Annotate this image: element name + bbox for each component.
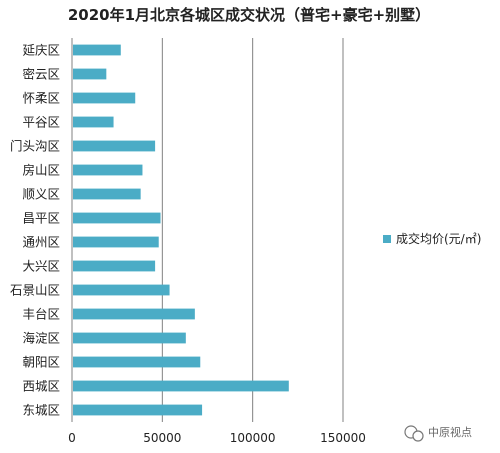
bar-1 — [73, 68, 107, 80]
bar-3 — [73, 116, 114, 128]
category-label-11: 丰台区 — [22, 307, 60, 322]
category-label-8: 通州区 — [22, 235, 60, 250]
bar-7 — [73, 212, 161, 224]
bar-10 — [73, 284, 170, 296]
category-label-7: 昌平区 — [22, 211, 60, 226]
bar-15 — [73, 404, 203, 416]
category-label-12: 海淀区 — [22, 331, 60, 346]
category-label-0: 延庆区 — [22, 43, 60, 58]
bar-13 — [73, 356, 201, 368]
category-label-14: 西城区 — [22, 379, 60, 394]
bar-8 — [73, 236, 159, 248]
bar-5 — [73, 164, 143, 176]
watermark: 中原视点 — [404, 425, 472, 442]
legend: 成交均价(元/㎡) — [383, 231, 481, 246]
chart-title: 2020年1月北京各城区成交状况（普宅+豪宅+别墅） — [68, 6, 430, 24]
category-label-10: 石景山区 — [10, 283, 60, 298]
category-label-15: 东城区 — [22, 403, 60, 418]
category-label-3: 平谷区 — [22, 115, 60, 130]
bar-9 — [73, 260, 156, 272]
bar-2 — [73, 92, 136, 104]
category-label-4: 门头沟区 — [10, 139, 60, 154]
bar-12 — [73, 332, 186, 344]
category-label-6: 顺义区 — [22, 187, 60, 202]
legend-swatch — [383, 235, 391, 243]
category-label-1: 密云区 — [22, 67, 60, 82]
bar-14 — [73, 380, 289, 392]
x-tick-label-2: 100000 — [230, 431, 276, 445]
category-label-9: 大兴区 — [22, 259, 60, 274]
legend-label: 成交均价(元/㎡) — [396, 231, 481, 246]
x-tick-label-1: 50000 — [143, 431, 181, 445]
x-tick-label-0: 0 — [68, 431, 76, 445]
bar-11 — [73, 308, 195, 320]
x-tick-label-3: 150000 — [320, 431, 366, 445]
wechat-icon — [404, 425, 424, 442]
bar-0 — [73, 44, 121, 56]
category-label-2: 怀柔区 — [22, 91, 60, 106]
watermark-text: 中原视点 — [428, 425, 472, 439]
category-label-5: 房山区 — [22, 163, 60, 178]
bar-4 — [73, 140, 156, 152]
plot-area: 0 50000 100000 150000 延庆区密云区怀柔区平谷区门头沟区房山区顺义区… — [10, 38, 366, 445]
category-label-13: 朝阳区 — [22, 355, 60, 370]
bar-6 — [73, 188, 141, 200]
